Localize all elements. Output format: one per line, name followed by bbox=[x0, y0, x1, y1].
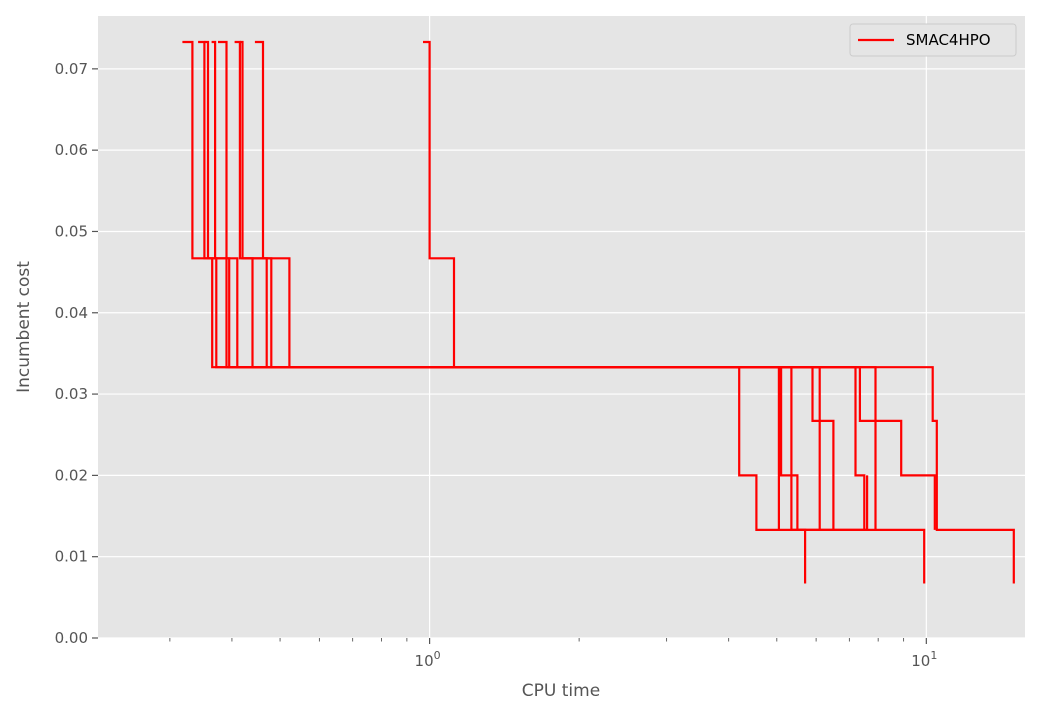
y-tick-label: 0.00 bbox=[55, 629, 88, 647]
legend-entry-smac4hpo: SMAC4HPO bbox=[906, 31, 991, 49]
y-tick-label: 0.05 bbox=[55, 222, 88, 240]
x-tick-label: 101 bbox=[911, 649, 937, 670]
y-tick-label: 0.03 bbox=[55, 385, 88, 403]
series-line-smac4hpo bbox=[211, 40, 869, 531]
y-tick-label: 0.07 bbox=[55, 60, 88, 78]
series-lines bbox=[182, 40, 1015, 584]
y-axis-label: Incumbent cost bbox=[14, 261, 34, 393]
x-minor-ticks bbox=[169, 638, 905, 642]
series-line-smac4hpo bbox=[242, 257, 821, 530]
series-line-smac4hpo bbox=[182, 40, 1015, 584]
y-tick-label: 0.01 bbox=[55, 548, 88, 566]
series-line-smac4hpo bbox=[423, 40, 877, 530]
y-tick-label: 0.04 bbox=[55, 304, 88, 322]
legend-box bbox=[849, 23, 1017, 57]
series-line-smac4hpo bbox=[234, 40, 835, 530]
legend: SMAC4HPO bbox=[849, 23, 1017, 57]
x-tick-label: 100 bbox=[415, 649, 441, 670]
series-line-smac4hpo bbox=[254, 40, 936, 530]
y-axis-ticks: 0.00 0.01 0.02 0.03 0.04 0.05 0.06 0.07 bbox=[55, 60, 98, 647]
x-axis-label: CPU time bbox=[522, 681, 600, 701]
y-tick-label: 0.02 bbox=[55, 466, 88, 484]
x-axis-ticks: 100 101 bbox=[415, 638, 937, 670]
y-tick-label: 0.06 bbox=[55, 141, 88, 159]
